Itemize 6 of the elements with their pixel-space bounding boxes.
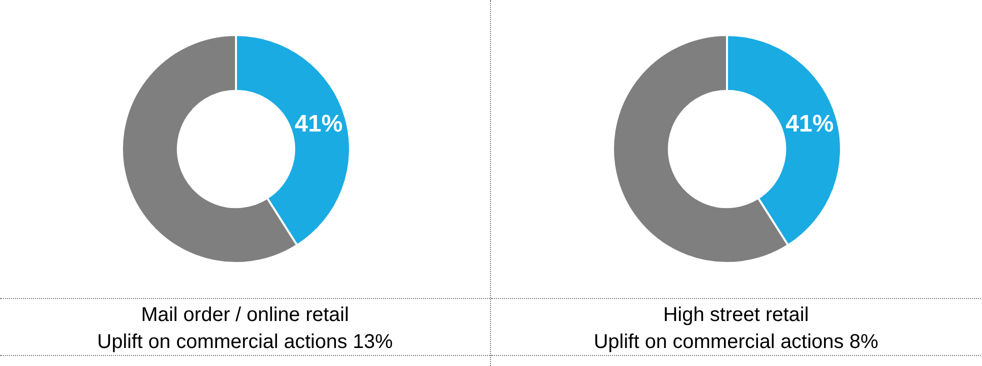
text: Mail order / online retail xyxy=(140,303,350,328)
text: Uplift on commercial actions 8% xyxy=(592,330,880,355)
data-label: 41% xyxy=(294,110,343,138)
data-label: 41% xyxy=(786,110,834,138)
text: High street retail xyxy=(662,303,810,328)
text: Uplift on commercial actions 13% xyxy=(96,330,394,355)
